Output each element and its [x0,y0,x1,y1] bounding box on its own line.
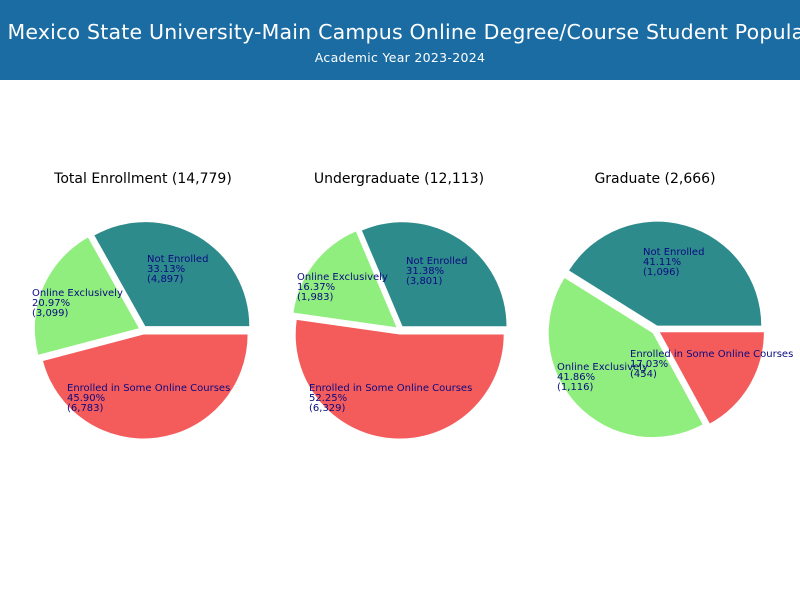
label-online-exclusively: Online Exclusively 16.37% (1,983) [297,272,391,303]
chart-title: New Mexico State University-Main Campus … [0,20,800,44]
label-some-online: Enrolled in Some Online Courses 45.90% (… [67,383,233,414]
pie-graduate: Graduate (2,666) Not Enrolled 41.11% (1,… [548,171,796,438]
wedge-not-enrolled [569,221,762,326]
label-online-exclusively: Online Exclusively 20.97% (3,099) [32,288,126,319]
pie-undergraduate: Undergraduate (12,113) Not Enrolled 31.3… [293,171,507,439]
label-not-enrolled: Not Enrolled 41.11% (1,096) [643,247,708,278]
label-some-online: Enrolled in Some Online Courses 17.03% (… [630,349,796,380]
label-not-enrolled: Not Enrolled 33.13% (4,897) [147,254,212,285]
wedge-online-exclusively [293,231,397,328]
header-banner: New Mexico State University-Main Campus … [0,0,800,80]
wedge-online-exclusively [34,237,139,355]
label-online-exclusively: Online Exclusively 41.86% (1,116) [557,362,651,393]
wedge-some-online [295,319,504,439]
pie-title-total: Total Enrollment (14,779) [53,171,232,187]
wedge-some-online [659,332,764,424]
pie-total-enrollment: Total Enrollment (14,779) Not Enrolled 3… [32,171,250,439]
pie-title-graduate: Graduate (2,666) [594,171,715,187]
pie-title-undergraduate: Undergraduate (12,113) [314,171,484,187]
wedge-some-online [43,334,248,439]
label-some-online: Enrolled in Some Online Courses 52.25% (… [309,383,475,414]
wedge-online-exclusively [548,277,703,438]
wedge-not-enrolled [94,222,250,327]
wedge-not-enrolled [361,222,507,327]
label-not-enrolled: Not Enrolled 31.38% (3,801) [406,256,471,287]
chart-subtitle: Academic Year 2023-2024 [314,50,486,65]
